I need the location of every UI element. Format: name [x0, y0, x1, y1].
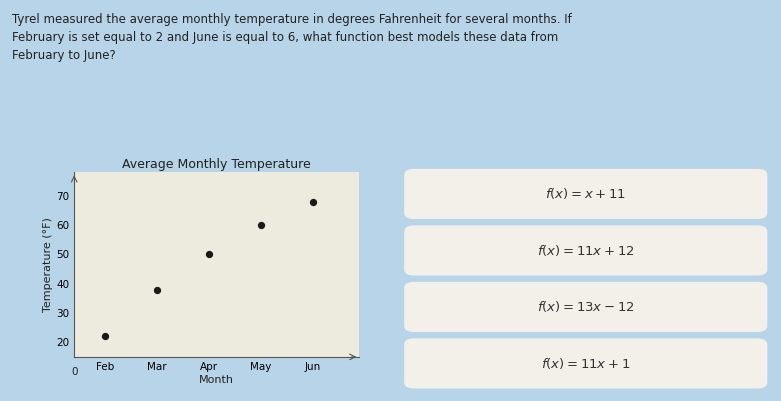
- Text: $f(x) = 11x + 1$: $f(x) = 11x + 1$: [541, 356, 630, 371]
- Text: 0: 0: [71, 367, 77, 377]
- Text: Tyrel measured the average monthly temperature in degrees Fahrenheit for several: Tyrel measured the average monthly tempe…: [12, 13, 572, 62]
- Point: [306, 198, 319, 205]
- FancyBboxPatch shape: [405, 282, 767, 332]
- FancyBboxPatch shape: [405, 169, 767, 219]
- Title: Average Monthly Temperature: Average Monthly Temperature: [123, 158, 311, 171]
- Text: $f(x) = x + 11$: $f(x) = x + 11$: [545, 186, 626, 201]
- FancyBboxPatch shape: [405, 225, 767, 275]
- Text: $f(x) = 13x - 12$: $f(x) = 13x - 12$: [537, 300, 635, 314]
- Point: [151, 286, 163, 293]
- Point: [203, 251, 216, 257]
- Y-axis label: Temperature (°F): Temperature (°F): [44, 217, 53, 312]
- Point: [99, 333, 112, 340]
- FancyBboxPatch shape: [405, 338, 767, 389]
- X-axis label: Month: Month: [199, 375, 234, 385]
- Text: $f(x) = 11x + 12$: $f(x) = 11x + 12$: [537, 243, 635, 258]
- Point: [255, 222, 267, 228]
